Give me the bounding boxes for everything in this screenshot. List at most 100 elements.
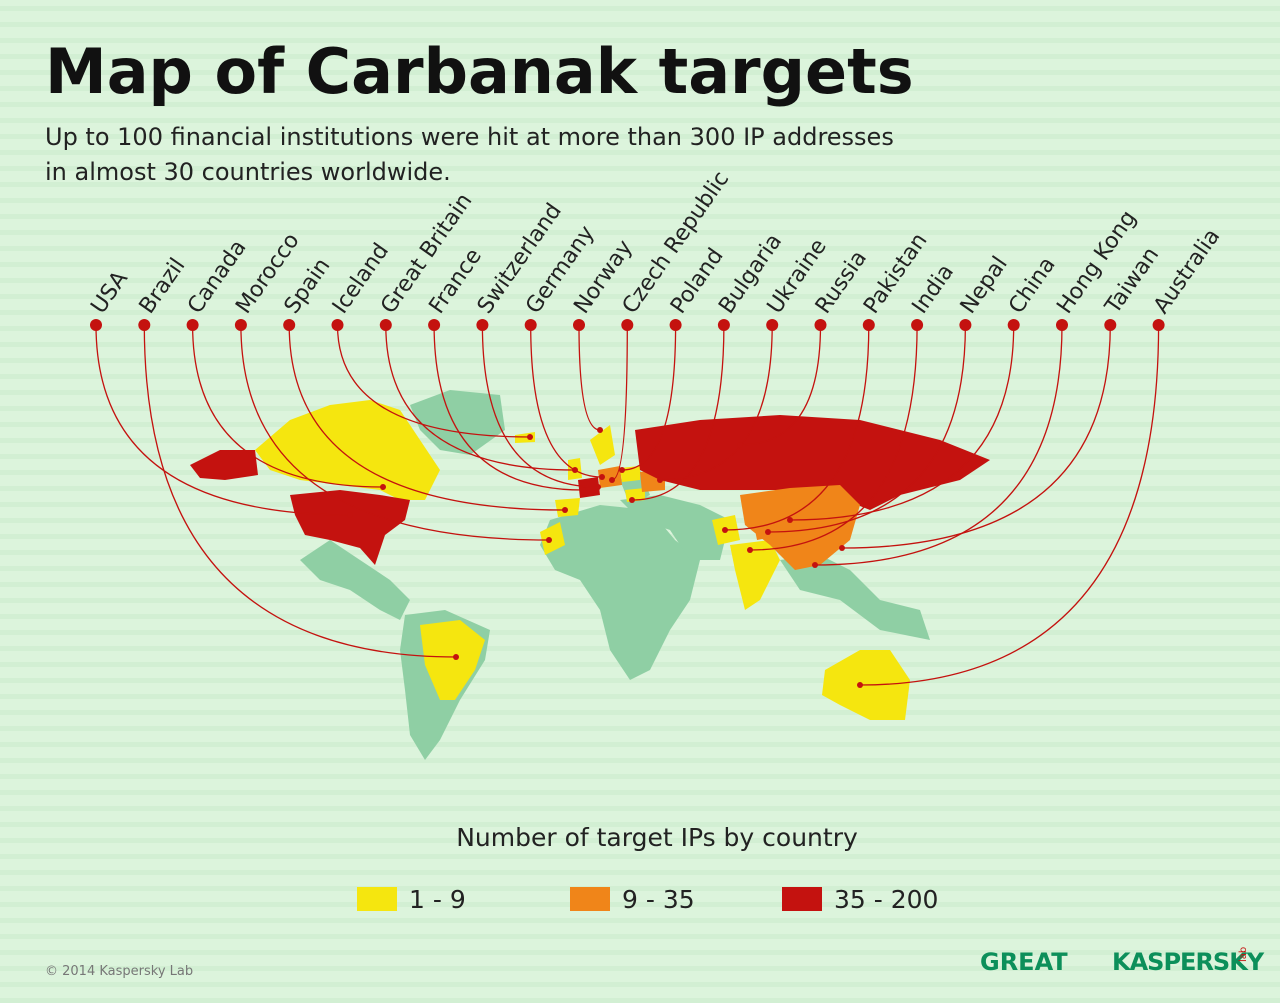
leader-line <box>789 324 1015 521</box>
target-dot <box>562 507 568 513</box>
leader-line <box>481 324 599 488</box>
pin <box>717 319 730 331</box>
pin <box>766 319 779 331</box>
leader-line <box>767 324 967 533</box>
leader-line <box>611 324 628 481</box>
pin <box>1152 319 1165 331</box>
pin <box>138 319 151 331</box>
leader-line <box>240 324 550 541</box>
legend-title: Number of target IPs by country <box>456 823 858 852</box>
leader-line <box>841 324 1111 549</box>
legend-swatch <box>782 887 822 911</box>
title: Map of Carbanak targets <box>45 35 914 108</box>
pin <box>379 319 392 331</box>
leader-line <box>530 324 603 478</box>
land <box>300 540 410 620</box>
legend-label: 1 - 9 <box>409 885 466 914</box>
target-dot <box>722 527 728 533</box>
target-dot <box>347 512 353 518</box>
leader-line <box>336 324 531 438</box>
pin <box>862 319 875 331</box>
pin <box>669 319 682 331</box>
target-dot <box>765 529 771 535</box>
pin <box>1056 319 1068 331</box>
leader-line <box>385 324 576 471</box>
legend-label: 9 - 35 <box>622 885 695 914</box>
leader-line <box>288 324 566 511</box>
subtitle: in almost 30 countries worldwide. <box>45 158 451 186</box>
subtitle: Up to 100 financial institutions were hi… <box>45 123 894 151</box>
leader-line <box>749 324 918 551</box>
target-dot <box>787 517 793 523</box>
leader-line <box>433 324 584 491</box>
leader-line <box>95 324 351 516</box>
pin <box>959 319 972 331</box>
target-dot <box>839 545 845 551</box>
target-dot <box>546 537 552 543</box>
country-shape <box>635 415 990 510</box>
land <box>780 555 930 640</box>
pin <box>1007 319 1020 331</box>
legend-swatch <box>570 887 610 911</box>
leader-line <box>631 324 725 501</box>
legend-swatch <box>357 887 397 911</box>
target-dot <box>380 484 386 490</box>
leader-line <box>578 324 601 431</box>
land <box>620 495 730 560</box>
leader-line <box>739 324 822 446</box>
country-shape <box>190 450 258 480</box>
legend-label: 35 - 200 <box>834 885 938 914</box>
leader-line <box>621 324 677 471</box>
pin <box>331 319 344 331</box>
pin <box>428 319 441 331</box>
target-dot <box>619 467 625 473</box>
target-dot <box>527 434 533 440</box>
logo-lab: lab <box>1238 947 1249 962</box>
land <box>540 505 700 680</box>
leader-line <box>143 324 457 658</box>
leader-line <box>724 324 870 531</box>
target-dot <box>599 474 605 480</box>
pin <box>283 319 296 331</box>
country-shape <box>255 400 440 500</box>
target-dot <box>453 654 459 660</box>
target-dot <box>657 477 663 483</box>
leader-line <box>659 324 773 481</box>
target-dot <box>597 427 603 433</box>
pin <box>911 319 924 331</box>
pin <box>186 319 199 331</box>
pin <box>524 319 537 331</box>
pin <box>573 319 585 331</box>
copyright: © 2014 Kaspersky Lab <box>45 964 193 979</box>
country-shape <box>555 498 580 517</box>
target-dot <box>812 562 818 568</box>
pin <box>234 319 247 331</box>
pin <box>476 319 489 331</box>
country-shape <box>290 490 410 565</box>
target-dot <box>629 497 635 503</box>
country-shape <box>420 620 485 700</box>
target-dot <box>747 547 753 553</box>
world-map <box>190 390 990 760</box>
leader-line <box>859 324 1160 686</box>
leader-line <box>191 324 384 488</box>
target-dot <box>737 442 743 448</box>
pin <box>621 319 634 331</box>
legend: 1 - 9 9 - 35 35 - 200 <box>357 885 938 914</box>
target-dot <box>595 484 601 490</box>
pin <box>814 319 827 331</box>
country-shape <box>598 466 622 488</box>
pin <box>90 319 102 331</box>
country-shape <box>590 425 615 465</box>
target-dot <box>857 682 863 688</box>
target-dot <box>609 477 615 483</box>
logo-great: GREAT <box>980 948 1068 976</box>
pin <box>1104 319 1117 331</box>
target-dot <box>580 487 586 493</box>
logo-kaspersky: KASPERSKY <box>1112 948 1265 976</box>
leader-line <box>814 324 1063 566</box>
country-shape <box>730 540 780 610</box>
land <box>410 390 505 455</box>
country-shape <box>540 522 565 555</box>
